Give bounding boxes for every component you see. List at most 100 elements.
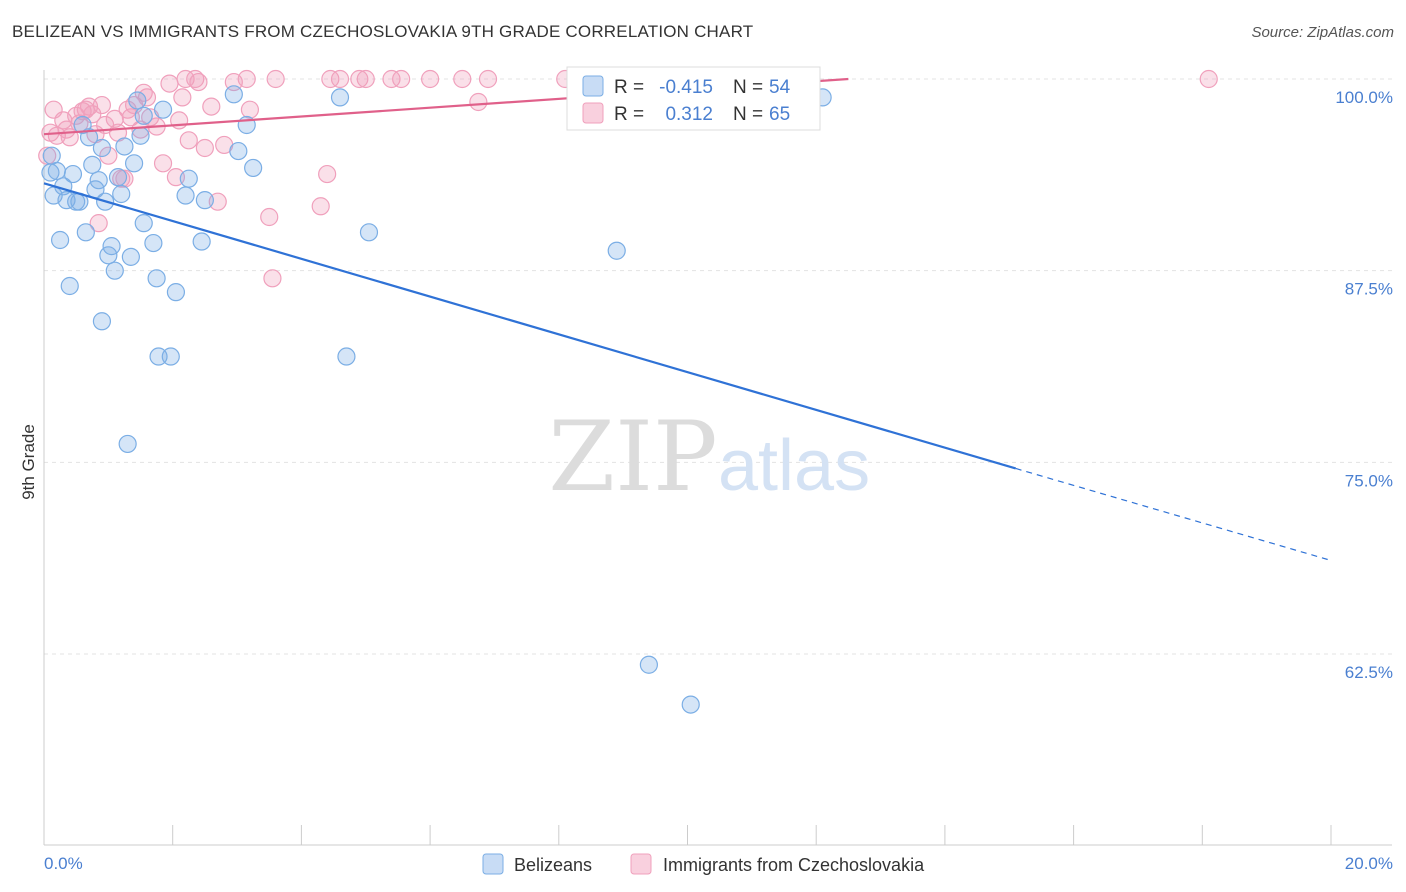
pink-point bbox=[179, 131, 198, 150]
pink-point bbox=[392, 69, 411, 89]
pink-point bbox=[382, 69, 401, 89]
pink-point bbox=[44, 100, 63, 119]
legend-blue-n-label: N = bbox=[733, 77, 763, 98]
pink-point bbox=[260, 207, 279, 227]
blue-point bbox=[134, 214, 153, 233]
blue-point bbox=[176, 186, 195, 205]
y-axis-label: 9th Grade bbox=[19, 424, 38, 500]
pink-point bbox=[321, 69, 340, 89]
pink-point bbox=[153, 154, 173, 173]
pink-point bbox=[115, 169, 134, 188]
pink-point bbox=[263, 269, 282, 288]
pink-point bbox=[350, 69, 369, 89]
blue-trend-line bbox=[43, 182, 1016, 470]
blue-point bbox=[115, 137, 134, 156]
blue-point bbox=[76, 223, 95, 242]
blue-point bbox=[224, 85, 243, 104]
blue-point bbox=[337, 347, 356, 366]
pink-point bbox=[356, 69, 375, 89]
blue-point bbox=[134, 106, 153, 125]
y-tick-label: 75.0% bbox=[1345, 471, 1393, 490]
pink-point bbox=[240, 100, 260, 119]
legend-pink-n-label: N = bbox=[733, 104, 763, 125]
blue-point bbox=[131, 126, 150, 145]
legend-blue-r-label: R = bbox=[614, 77, 644, 98]
blue-point bbox=[144, 233, 163, 253]
y-tick-label: 87.5% bbox=[1345, 280, 1393, 299]
axes bbox=[43, 70, 1392, 846]
y-tick-label: 62.5% bbox=[1345, 663, 1393, 682]
chart-source: Source: ZipAtlas.com bbox=[1251, 24, 1394, 41]
bottom-legend-pink-swatch bbox=[630, 853, 652, 875]
blue-series-points bbox=[41, 85, 832, 714]
legend-pink-n-value: 65 bbox=[769, 104, 790, 125]
blue-point bbox=[112, 184, 131, 204]
legend-pink-swatch bbox=[582, 102, 604, 124]
blue-point bbox=[118, 434, 137, 454]
blue-point bbox=[60, 276, 79, 296]
bottom-legend-pink-label: Immigrants from Czechoslovakia bbox=[663, 855, 925, 875]
blue-point bbox=[147, 269, 166, 288]
pink-point bbox=[469, 92, 488, 112]
y-tick-label: 100.0% bbox=[1335, 88, 1393, 107]
blue-point bbox=[681, 695, 700, 714]
blue-point bbox=[124, 154, 144, 173]
blue-point bbox=[607, 241, 626, 260]
pink-point bbox=[186, 69, 205, 89]
blue-point bbox=[128, 91, 147, 110]
x-tick-labels: 0.0% 20.0% bbox=[44, 854, 1393, 873]
pink-point bbox=[1199, 69, 1218, 89]
blue-point bbox=[108, 168, 128, 187]
blue-point bbox=[105, 261, 124, 280]
blue-trend-extension bbox=[1015, 467, 1332, 562]
pink-point bbox=[237, 69, 256, 89]
pink-point bbox=[318, 164, 337, 184]
x-tick-label: 20.0% bbox=[1345, 854, 1393, 873]
blue-point bbox=[102, 237, 121, 256]
watermark: ZIP atlas bbox=[548, 401, 870, 513]
y-tick-labels: 100.0% 87.5% 75.0% 62.5% bbox=[1335, 88, 1393, 682]
blue-point bbox=[83, 155, 102, 174]
blue-point bbox=[92, 138, 112, 158]
pink-point bbox=[478, 69, 498, 89]
legend-blue-swatch bbox=[582, 75, 604, 97]
blue-point bbox=[161, 347, 180, 366]
pink-point bbox=[195, 138, 214, 158]
legend-pink-r-value: 0.312 bbox=[665, 104, 713, 125]
pink-point bbox=[330, 69, 350, 89]
watermark-atlas: atlas bbox=[718, 426, 870, 506]
blue-point bbox=[639, 655, 658, 674]
pink-point bbox=[453, 69, 472, 89]
blue-point bbox=[359, 223, 379, 242]
blue-point bbox=[244, 158, 263, 178]
legend-blue-n-value: 54 bbox=[769, 77, 791, 98]
stats-legend: R = -0.415 N = 54 R = 0.312 N = 65 bbox=[566, 66, 821, 131]
pink-point bbox=[311, 197, 330, 216]
blue-point bbox=[89, 171, 108, 190]
bottom-legend: Belizeans Immigrants from Czechoslovakia bbox=[482, 853, 925, 875]
bottom-legend-blue-label: Belizeans bbox=[514, 855, 592, 875]
legend-blue-r-value: -0.415 bbox=[659, 77, 713, 98]
blue-point bbox=[229, 141, 248, 161]
blue-point bbox=[42, 146, 61, 165]
pink-point bbox=[189, 72, 208, 92]
blue-point bbox=[179, 169, 198, 188]
blue-point bbox=[330, 88, 350, 107]
chart-title: BELIZEAN VS IMMIGRANTS FROM CZECHOSLOVAK… bbox=[12, 22, 754, 41]
pink-point bbox=[92, 95, 112, 115]
blue-point bbox=[121, 247, 140, 266]
blue-point bbox=[153, 100, 173, 119]
pink-point bbox=[266, 69, 285, 89]
pink-point bbox=[173, 88, 192, 107]
pink-point bbox=[421, 69, 440, 89]
pink-point bbox=[160, 74, 179, 93]
pink-point bbox=[105, 109, 124, 128]
pink-point bbox=[202, 97, 221, 116]
blue-point bbox=[79, 128, 99, 147]
blue-point bbox=[166, 283, 186, 302]
blue-point bbox=[195, 191, 214, 210]
legend-pink-r-label: R = bbox=[614, 104, 644, 125]
x-tick-label: 0.0% bbox=[44, 854, 83, 873]
blue-point bbox=[192, 232, 211, 251]
